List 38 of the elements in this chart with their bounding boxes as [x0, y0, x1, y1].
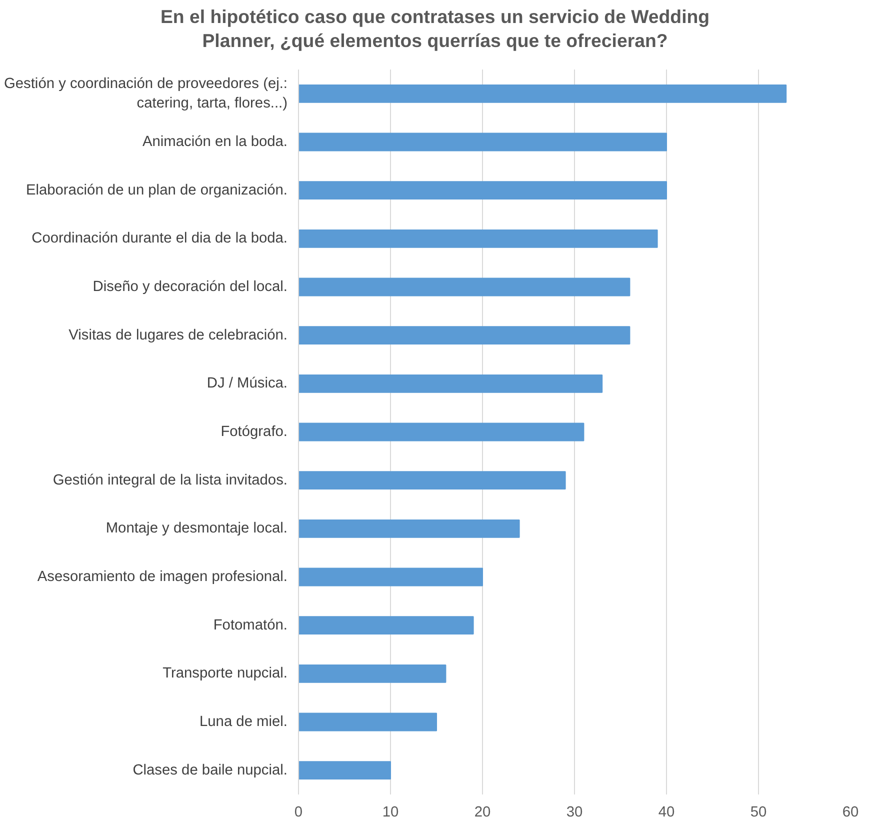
y-tick-label: DJ / Música.: [206, 375, 288, 392]
bar: [298, 664, 446, 682]
x-tick-label: 50: [750, 804, 767, 820]
bar: [298, 374, 603, 392]
y-tick-label: Montaje y desmontaje local.: [106, 520, 288, 536]
y-tick-label: Visitas de lugares de celebración.: [68, 326, 288, 343]
y-tick-label: Asesoramiento de imagen profesional.: [37, 568, 288, 585]
y-tick-label: Elaboración de un plan de organización.: [26, 182, 288, 198]
bar: [298, 132, 667, 151]
x-tick-label: 40: [658, 804, 675, 820]
y-tick-label: Animación en la boda.: [142, 134, 288, 150]
bar: [298, 277, 630, 296]
y-tick-label: Luna de miel.: [200, 714, 288, 730]
bar: [298, 470, 566, 490]
bar: [298, 326, 630, 344]
y-tick-label: Gestión y coordinación de proveedores (ej.: catering, tarta, flores...): [4, 76, 288, 111]
y-tick-label: Clases de baile nupcial.: [132, 762, 288, 778]
y-tick-label: Coordinación durante el dia de la boda.: [32, 230, 288, 246]
y-tick-label: Fotomatón.: [213, 616, 288, 633]
bar: [298, 229, 658, 248]
chart-title: En el hipotético caso que contratases un servicio de Wedding Planner, ¿qué elementos querrías que te ofrecieran?: [160, 5, 710, 54]
bar: [298, 84, 787, 102]
y-tick-label: Diseño y decoración del local.: [92, 278, 288, 295]
x-tick-label: 10: [382, 804, 399, 820]
x-tick-label: 0: [294, 804, 303, 820]
y-tick-label: Fotógrafo.: [220, 424, 288, 440]
bar: [298, 519, 520, 538]
x-tick-label: 60: [842, 804, 859, 820]
bar: [298, 760, 391, 780]
bar: [298, 567, 483, 586]
bar: [298, 616, 474, 634]
y-tick-label: Transporte nupcial.: [162, 665, 288, 682]
bar: [298, 422, 584, 441]
x-tick-label: 30: [566, 804, 583, 820]
bar: [298, 712, 437, 731]
x-tick-label: 20: [474, 804, 491, 820]
y-tick-label: Gestión integral de la lista invitados.: [52, 472, 288, 488]
bar: [298, 180, 667, 200]
